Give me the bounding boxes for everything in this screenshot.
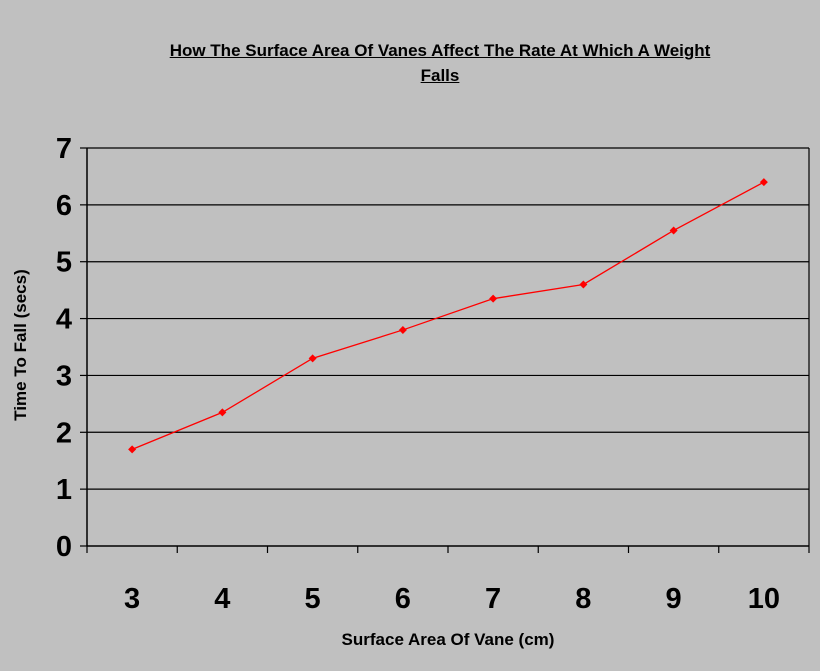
x-tick-label: 9: [666, 583, 682, 615]
x-tick-label: 7: [485, 583, 501, 615]
y-tick-label: 2: [56, 417, 72, 449]
chart-title: How The Surface Area Of Vanes Affect The…: [60, 38, 820, 88]
x-tick-labels: 3 4 5 6 7 8 9 10: [124, 583, 780, 615]
data-point: [669, 226, 678, 235]
series-line: [131, 181, 765, 450]
data-point: [398, 325, 407, 334]
y-tick-label: 6: [56, 190, 72, 222]
y-tick-labels: 0 1 2 3 4 5 6 7: [56, 133, 72, 563]
y-tick-label: 7: [56, 133, 72, 165]
data-point: [759, 178, 768, 187]
data-point: [308, 354, 317, 363]
data-point: [579, 280, 588, 289]
y-tick-label: 1: [56, 474, 72, 506]
y-axis-label: Time To Fall (secs): [11, 269, 30, 421]
y-tick-label: 3: [56, 360, 72, 392]
data-point: [489, 294, 498, 303]
x-tick-label: 5: [305, 583, 321, 615]
data-point: [218, 408, 227, 417]
x-tick-label: 3: [124, 583, 140, 615]
x-tick-label: 6: [395, 583, 411, 615]
gridlines: [87, 147, 809, 490]
axes: [80, 147, 810, 553]
y-tick-label: 5: [56, 247, 72, 279]
y-tick-label: 4: [56, 304, 72, 336]
chart-title-line-1: How The Surface Area Of Vanes Affect The…: [169, 41, 711, 60]
y-tick-label: 0: [56, 531, 72, 563]
data-series: [128, 178, 768, 454]
data-point: [128, 445, 137, 454]
x-tick-label: 10: [748, 583, 780, 615]
x-axis-label: Surface Area Of Vane (cm): [341, 630, 555, 649]
x-tick-label: 4: [214, 583, 230, 615]
chart-title-line-2: Falls: [420, 66, 460, 85]
x-tick-label: 8: [575, 583, 591, 615]
